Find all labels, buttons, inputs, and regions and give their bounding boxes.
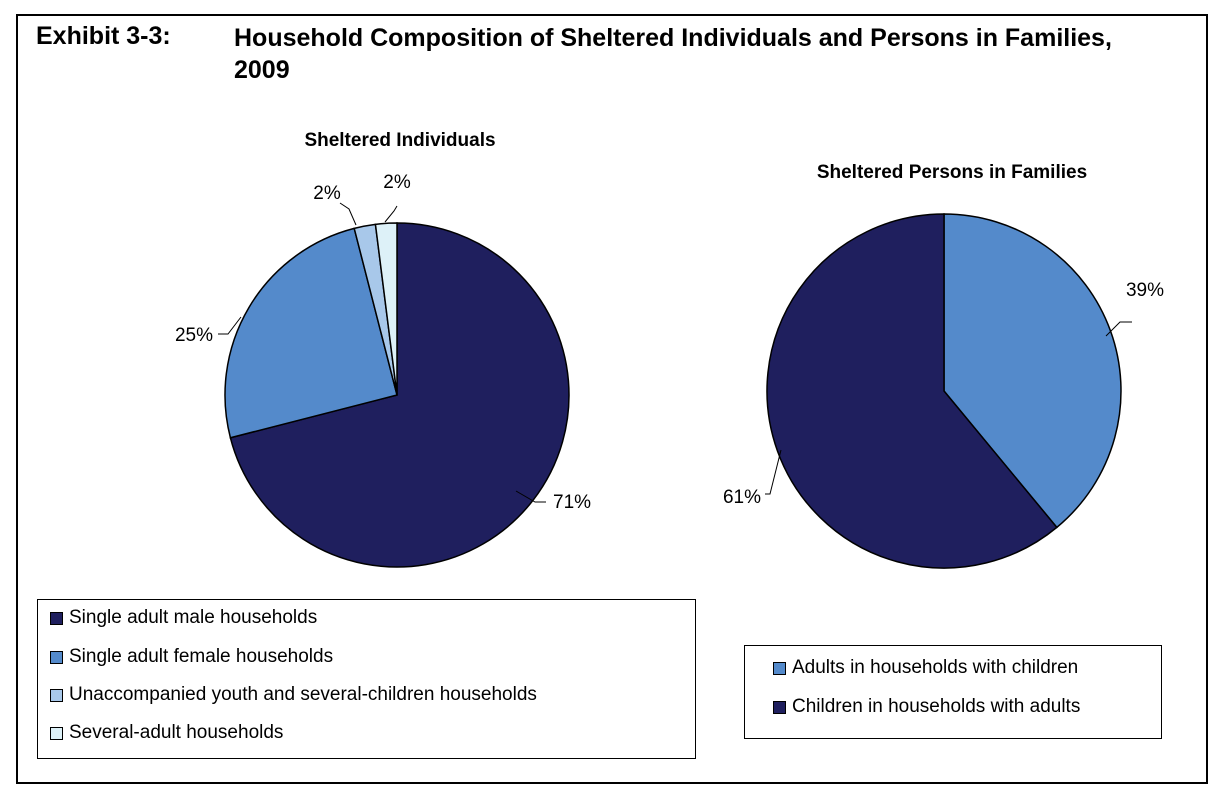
legend-label: Adults in households with children [792,657,1079,678]
legend-swatch-pale-blue [50,726,63,740]
pie-individuals: 71% 25% 2% 2% [175,172,591,568]
legend-item: Single adult female households [50,646,333,668]
leader-line [515,490,546,503]
legend-label: Single adult male households [69,607,318,628]
leader-line [1105,321,1132,337]
pie-slice-children-in-households-with-adults [766,213,1058,569]
legend-label: Unaccompanied youth and several-children… [69,684,537,705]
legend-swatch-mid-blue [773,661,786,675]
legend-label: Several-adult households [69,722,284,743]
data-label: 39% [1126,280,1164,301]
chart-title-families: Sheltered Persons in Families [817,162,1087,183]
data-label: 25% [175,325,213,346]
data-label: 2% [313,183,341,204]
legend-item: Unaccompanied youth and several-children… [50,684,537,706]
leader-line [339,202,357,226]
pie-slice-several-adult-households [374,222,398,396]
leader-line [765,449,782,495]
legend-item: Adults in households with children [773,657,1078,679]
legend-item: Children in households with adults [773,696,1080,718]
legend-item: Single adult male households [50,607,317,629]
data-label: 61% [723,487,761,508]
legend-label: Single adult female households [69,646,334,667]
exhibit-title: Household Composition of Sheltered Indiv… [234,24,1112,84]
data-label: 71% [553,492,591,513]
legend-families: Adults in households with children Child… [744,645,1162,739]
chart-title-individuals: Sheltered Individuals [304,130,495,151]
legend-label: Children in households with adults [792,696,1081,717]
data-label: 2% [383,172,411,193]
exhibit-label: Exhibit 3-3: [36,22,171,50]
leader-line [384,205,398,223]
legend-individuals: Single adult male households Single adul… [37,599,696,759]
legend-swatch-navy [773,700,786,714]
pie-families: 39% 61% [723,213,1164,569]
legend-swatch-mid-blue [50,650,63,664]
leader-line [218,316,242,335]
pie-slice-single-adult-female-households [224,227,398,439]
legend-swatch-light-blue [50,688,63,702]
legend-item: Several-adult households [50,722,283,744]
legend-swatch-navy [50,611,63,625]
